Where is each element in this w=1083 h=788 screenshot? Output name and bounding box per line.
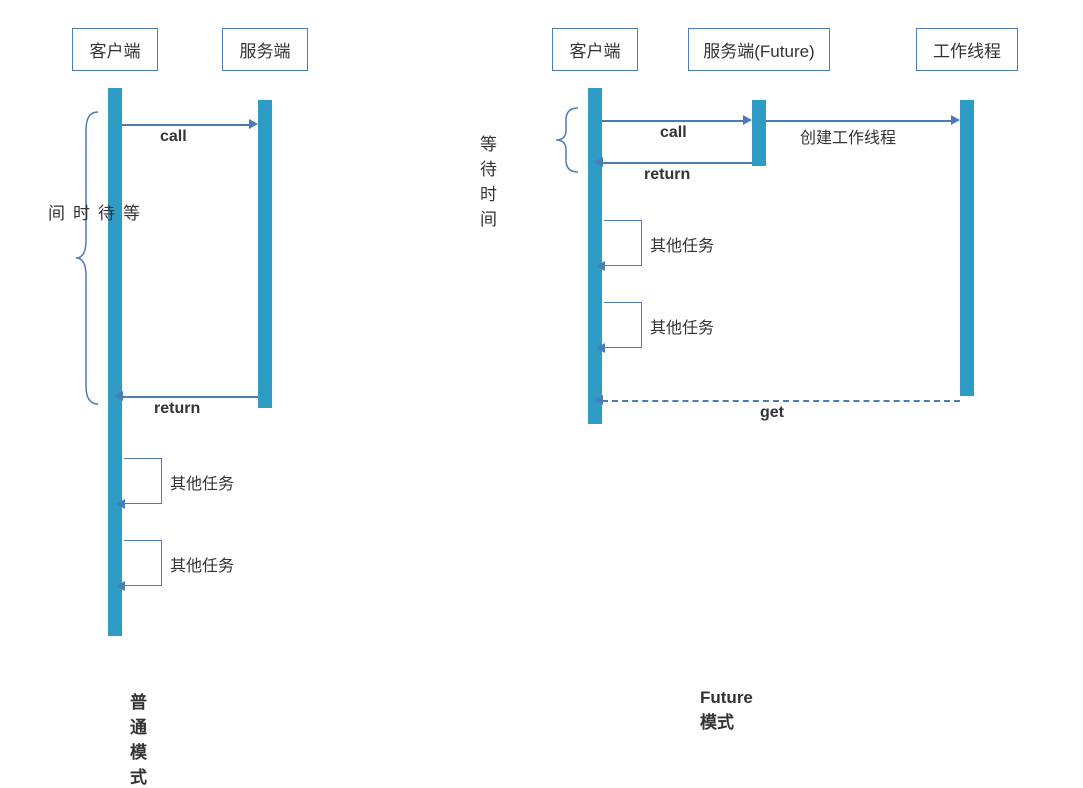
right-call-label: call [660,124,687,142]
right-caption: Future 模式 [700,688,753,733]
left-caption: 普通模式 [130,688,147,788]
right-return-arrowhead [594,157,603,167]
right-brace-icon [554,106,582,174]
right-selfcall-2-label: 其他任务 [650,314,714,338]
right-return-arrow [602,162,752,164]
left-server-label: 服务端 [240,42,291,61]
left-server-box: 服务端 [222,28,308,71]
right-selfcall-1-label: 其他任务 [650,232,714,256]
right-call-arrowhead [743,115,752,125]
right-create-arrowhead [951,115,960,125]
left-wait-label: 等待时间 [42,204,142,227]
left-client-bar [108,88,122,636]
right-return-label: return [644,166,690,184]
left-selfcall-2-label: 其他任务 [170,552,234,576]
left-return-label: return [154,400,200,418]
left-call-label: call [160,128,187,146]
left-selfcall-1-label: 其他任务 [170,470,234,494]
right-worker-label: 工作线程 [933,42,1001,61]
left-selfcall-1-box [124,458,162,504]
left-client-box: 客户端 [72,28,158,71]
left-brace-icon [74,110,102,406]
left-server-bar [258,100,272,408]
right-server-bar [752,100,766,166]
right-selfcall-2-box [604,302,642,348]
left-client-label: 客户端 [90,42,141,61]
right-selfcall-1-box [604,220,642,266]
left-selfcall-1-arrowhead [116,499,125,509]
right-worker-box: 工作线程 [916,28,1018,71]
right-selfcall-2-arrowhead [596,343,605,353]
right-client-bar [588,88,602,424]
right-worker-bar [960,100,974,396]
right-client-label: 客户端 [570,42,621,61]
left-selfcall-2-arrowhead [116,581,125,591]
right-server-box: 服务端(Future) [688,28,830,71]
left-call-arrowhead [249,119,258,129]
right-call-arrow [602,120,744,122]
right-get-arrow [602,400,960,402]
left-return-arrowhead [114,391,123,401]
right-server-label: 服务端(Future) [703,42,814,61]
right-get-arrowhead [594,395,603,405]
right-get-label: get [760,404,784,422]
right-create-label: 创建工作线程 [800,124,896,148]
right-selfcall-1-arrowhead [596,261,605,271]
right-client-box: 客户端 [552,28,638,71]
left-call-arrow [122,124,250,126]
right-create-arrow [766,120,952,122]
left-selfcall-2-box [124,540,162,586]
left-return-arrow [122,396,258,398]
right-wait-label: 等待时间 [480,130,497,230]
